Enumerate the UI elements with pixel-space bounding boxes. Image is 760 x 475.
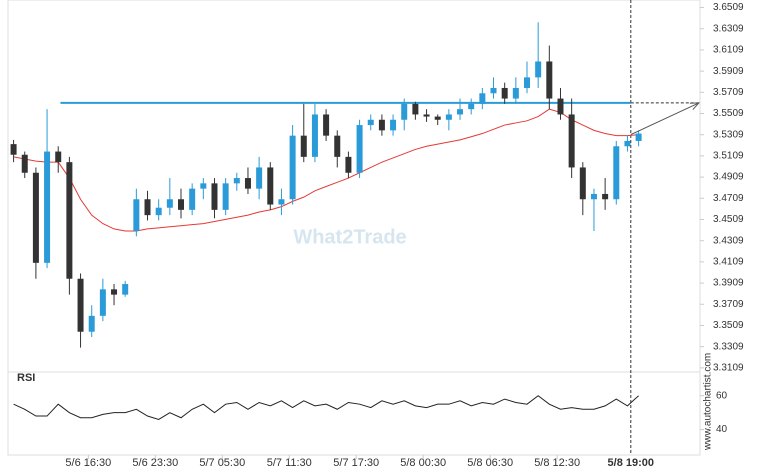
arrow-head bbox=[689, 102, 701, 110]
x-tick-label: 5/6 16:30 bbox=[65, 457, 111, 469]
candle-body bbox=[434, 116, 441, 120]
candle-body bbox=[334, 135, 341, 157]
candle-body bbox=[144, 199, 151, 216]
candle-body bbox=[390, 119, 397, 131]
candle-body bbox=[122, 284, 129, 295]
rsi-tick-label: 60 bbox=[716, 390, 728, 401]
candle-body bbox=[289, 135, 296, 200]
candle-body bbox=[233, 178, 240, 184]
candle-body bbox=[524, 77, 530, 88]
candle-body bbox=[590, 193, 597, 200]
source: www.autochartist.com bbox=[703, 353, 714, 451]
candle-body bbox=[401, 103, 408, 120]
price-panel bbox=[7, 0, 701, 373]
y-tick-label: 3.5309 bbox=[713, 129, 744, 140]
x-tick-label: 5/8 12:30 bbox=[534, 457, 580, 469]
candle-body bbox=[66, 162, 73, 279]
candle-body bbox=[624, 140, 631, 147]
candle-body bbox=[133, 199, 140, 232]
candle-body bbox=[613, 146, 620, 200]
y-tick-label: 3.3509 bbox=[713, 320, 744, 331]
marker-label: 5/8 19:00 bbox=[608, 457, 654, 469]
candle-body bbox=[55, 151, 62, 163]
candle-body bbox=[189, 188, 196, 210]
candle-body bbox=[445, 114, 452, 120]
rsi-line bbox=[13, 395, 639, 420]
y-tick-label: 3.5109 bbox=[713, 151, 744, 162]
y-tick-label: 3.4309 bbox=[713, 235, 744, 246]
candle-body bbox=[267, 167, 274, 205]
candle-body bbox=[44, 151, 51, 263]
candle-body bbox=[635, 133, 642, 141]
y-tick-label: 3.5509 bbox=[713, 108, 744, 119]
y-tick-label: 3.5709 bbox=[713, 87, 744, 98]
candle-body bbox=[88, 315, 95, 332]
rsi-panel bbox=[7, 371, 701, 456]
candle-body bbox=[535, 61, 542, 78]
candle-body bbox=[479, 93, 486, 104]
candle-body bbox=[166, 199, 173, 208]
rsi-title: RSI bbox=[17, 372, 35, 384]
y-tick-label: 3.3909 bbox=[713, 278, 744, 289]
candle-body bbox=[21, 154, 28, 173]
x-tick-label: 5/7 17:30 bbox=[333, 457, 379, 469]
candle-body bbox=[468, 103, 475, 110]
candle-body bbox=[311, 114, 318, 157]
y-tick-label: 3.4509 bbox=[713, 214, 744, 225]
candle-body bbox=[512, 87, 519, 99]
candle-body bbox=[579, 167, 586, 200]
candle-body bbox=[423, 114, 430, 117]
candle-body bbox=[602, 193, 609, 200]
y-tick-label: 3.5909 bbox=[713, 66, 744, 77]
candle-body bbox=[155, 207, 162, 216]
candle-body bbox=[323, 114, 330, 136]
candle-body bbox=[200, 183, 207, 189]
candle-body bbox=[412, 103, 419, 115]
candle-body bbox=[356, 125, 363, 173]
y-tick-label: 3.3309 bbox=[713, 341, 744, 352]
y-tick-label: 3.6509 bbox=[713, 2, 744, 13]
candle-body bbox=[546, 61, 553, 99]
candle-body bbox=[490, 87, 497, 94]
x-tick-label: 5/6 23:30 bbox=[132, 457, 178, 469]
candle-body bbox=[501, 87, 508, 99]
candle-body bbox=[568, 114, 575, 168]
candle-body bbox=[457, 109, 464, 115]
candle-body bbox=[378, 119, 385, 131]
candle-body bbox=[278, 199, 285, 205]
rsi-tick-label: 40 bbox=[716, 424, 728, 435]
y-tick-label: 3.3109 bbox=[713, 363, 744, 374]
candle-body bbox=[300, 135, 307, 157]
x-tick-label: 5/8 00:30 bbox=[400, 457, 446, 469]
candle-body bbox=[345, 156, 352, 173]
candle-body bbox=[244, 178, 251, 189]
candle-body bbox=[32, 172, 39, 263]
candle-body bbox=[256, 167, 263, 189]
candle-body bbox=[178, 199, 184, 210]
x-tick-label: 5/8 06:30 bbox=[467, 457, 513, 469]
projection bbox=[630, 102, 700, 136]
y-tick-label: 3.4109 bbox=[713, 257, 744, 268]
candle-body bbox=[77, 278, 84, 332]
candle-body bbox=[10, 144, 17, 155]
watermark: What2Trade bbox=[293, 226, 406, 248]
y-tick-label: 3.6309 bbox=[713, 23, 744, 34]
candle-body bbox=[211, 183, 218, 210]
candle-body bbox=[111, 289, 118, 295]
candle-body bbox=[222, 183, 229, 210]
moving-average bbox=[13, 108, 639, 232]
y-tick-label: 3.4909 bbox=[713, 172, 744, 183]
x-tick-label: 5/7 11:30 bbox=[267, 457, 312, 469]
candle-body bbox=[367, 119, 374, 126]
candle-body bbox=[99, 289, 106, 316]
x-tick-label: 5/7 05:30 bbox=[199, 457, 245, 469]
y-tick-label: 3.3709 bbox=[713, 299, 744, 310]
y-tick-label: 3.6109 bbox=[713, 45, 744, 56]
candle-body bbox=[557, 98, 564, 115]
y-tick-label: 3.4709 bbox=[713, 193, 744, 204]
